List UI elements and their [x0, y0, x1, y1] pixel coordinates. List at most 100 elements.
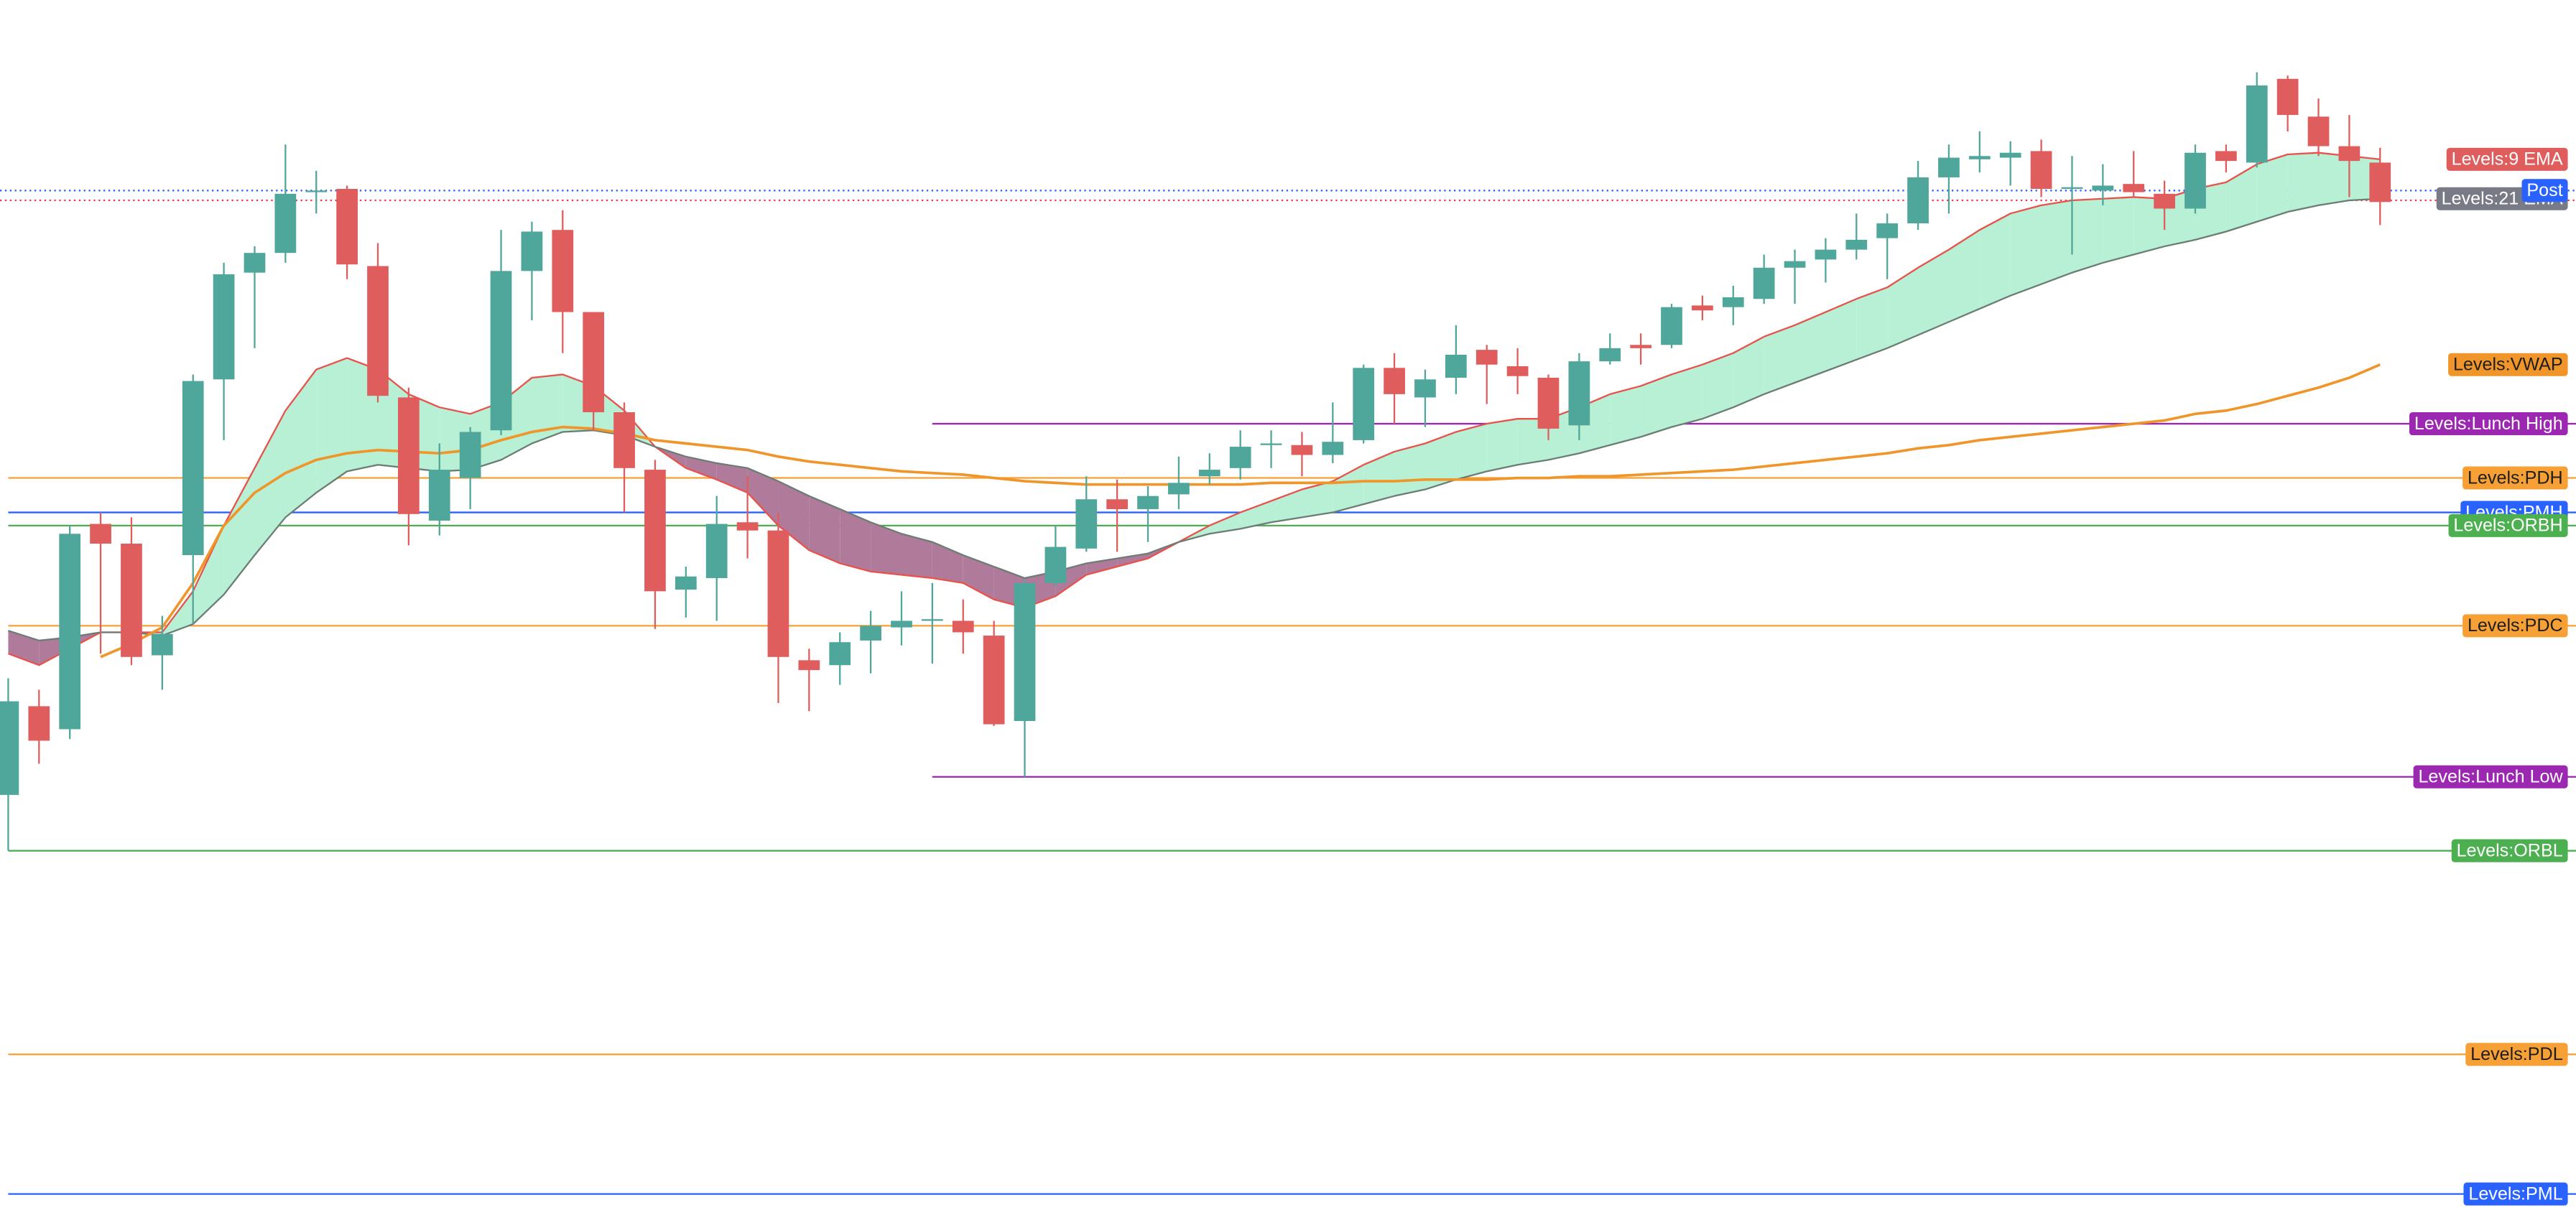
- candle-body: [644, 470, 666, 592]
- candle-body: [1907, 177, 1929, 224]
- ema-cloud: [1672, 364, 1702, 427]
- ema-cloud: [1856, 287, 1888, 360]
- ema-cloud: [1764, 325, 1795, 394]
- price-tag: Levels:VWAP: [2448, 353, 2568, 376]
- candle-body: [1229, 447, 1251, 468]
- ema-cloud: [1610, 386, 1641, 445]
- tag-label: Levels:PDC: [2468, 615, 2563, 636]
- tag-label: Post: [2526, 180, 2562, 200]
- tag-box: [2463, 466, 2568, 490]
- tag-label: Levels:VWAP: [2453, 355, 2563, 375]
- price-tag: Post: [2521, 179, 2568, 203]
- candle-body: [1260, 443, 1282, 445]
- tag-box: [2413, 765, 2568, 789]
- price-tag: Levels:PML: [2463, 1182, 2568, 1206]
- ema-cloud: [2072, 198, 2103, 273]
- candle-body: [736, 522, 759, 531]
- ema-cloud: [1486, 419, 1518, 472]
- candle-body: [1784, 261, 1806, 268]
- tag-box: [2446, 147, 2568, 171]
- ema-cloud: [1424, 432, 1456, 490]
- candle-body: [151, 633, 173, 656]
- candle-body: [891, 620, 912, 628]
- tag-label: Levels:PDL: [2470, 1044, 2563, 1064]
- candle-body: [1722, 297, 1744, 307]
- ema-cloud: [2041, 200, 2072, 284]
- candle-body: [1044, 546, 1067, 583]
- tag-label: Levels:Lunch Low: [2418, 767, 2563, 787]
- ema-cloud: [1733, 336, 1764, 408]
- candle-body: [2092, 185, 2114, 191]
- ema-cloud: [2010, 205, 2042, 296]
- tag-box: [2451, 839, 2568, 862]
- candle-body: [1753, 267, 1775, 299]
- ema-cloud: [1794, 312, 1826, 383]
- ema-cloud: [778, 481, 810, 551]
- candle-body: [675, 576, 697, 590]
- candle-body: [213, 274, 235, 380]
- candle-body: [244, 253, 266, 273]
- price-tag: Levels:Lunch Low: [2413, 765, 2568, 789]
- candle-body: [613, 412, 635, 468]
- tag-box: [2463, 1182, 2568, 1206]
- ema-cloud: [1302, 481, 1333, 518]
- candle-body: [583, 312, 605, 413]
- candle-body: [1661, 307, 1682, 345]
- candle-body: [428, 470, 450, 521]
- candle-body: [367, 266, 389, 396]
- tag-label: Levels:Lunch High: [2414, 414, 2563, 434]
- candle-body: [1353, 368, 1375, 440]
- ema-cloud: [1240, 501, 1271, 529]
- candle-body: [1815, 249, 1837, 260]
- ema-cloud: [1117, 553, 1149, 567]
- candle-body: [2215, 151, 2237, 162]
- candle-body: [459, 432, 481, 478]
- candle-body: [28, 706, 50, 741]
- ema-cloud: [1517, 419, 1549, 465]
- candle-body: [90, 524, 111, 544]
- candle-body: [705, 524, 728, 579]
- candle-body: [1106, 499, 1129, 509]
- ema-cloud: [901, 534, 932, 579]
- candle-body: [2030, 151, 2052, 190]
- candle-body: [952, 620, 974, 633]
- ema-cloud: [285, 369, 317, 518]
- tag-box: [2448, 353, 2568, 376]
- tag-label: Levels:PDH: [2468, 468, 2563, 488]
- ema-cloud: [716, 462, 748, 493]
- candle-body: [1845, 239, 1868, 250]
- price-tag: Levels:9 EMA: [2446, 147, 2568, 171]
- price-tag: Levels:PDL: [2465, 1043, 2568, 1066]
- ema-cloud: [747, 468, 779, 526]
- ema-cloud: [1363, 451, 1395, 505]
- tag-box: [2521, 179, 2568, 203]
- candle-body: [1475, 350, 1498, 365]
- candle-body: [2338, 146, 2360, 162]
- ema-cloud: [1209, 512, 1241, 534]
- candle-body: [1938, 157, 1960, 178]
- ema-cloud: [1333, 465, 1364, 513]
- ema-cloud: [2133, 197, 2165, 255]
- ema-cloud: [2103, 197, 2134, 263]
- candle-body: [552, 230, 574, 312]
- ema-cloud: [871, 522, 902, 575]
- tag-box: [2463, 614, 2568, 638]
- candle-body: [2184, 152, 2206, 209]
- candle-body: [2123, 184, 2145, 192]
- candle-body: [1075, 499, 1098, 549]
- candle-body: [1630, 345, 1651, 348]
- candle-body: [1537, 378, 1560, 429]
- candle-body: [59, 534, 81, 730]
- candle-body: [182, 381, 204, 556]
- ema-cloud: [1641, 374, 1672, 437]
- candle-body: [860, 625, 881, 641]
- ema-cloud: [2318, 152, 2350, 205]
- candle-body: [1137, 496, 1159, 509]
- tag-box: [2465, 1043, 2568, 1066]
- ema-cloud: [316, 358, 348, 493]
- price-tag: Levels:PDH: [2463, 466, 2568, 490]
- ema-cloud: [1455, 424, 1487, 480]
- candle-body: [2276, 78, 2299, 116]
- candle-body: [2061, 187, 2083, 190]
